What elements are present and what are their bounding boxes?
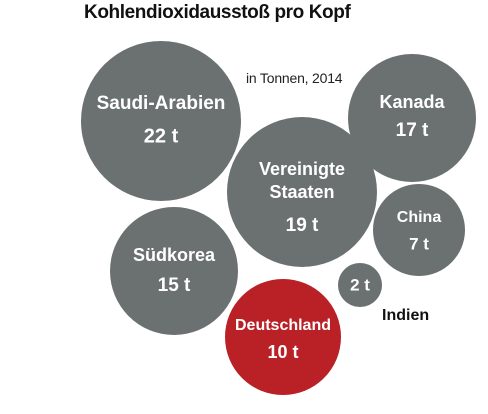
bubble-mark-vereinigte-staaten bbox=[227, 117, 377, 267]
bubble-name-label-china: China bbox=[397, 209, 442, 226]
bubble-china: China 7 t bbox=[373, 184, 465, 276]
bubble-indien: 2 t Indien bbox=[338, 263, 429, 324]
bubble-mark-suedkorea bbox=[110, 207, 238, 335]
bubble-name-label-suedkorea: Südkorea bbox=[133, 245, 216, 265]
bubble-value-label-deutschland: 10 t bbox=[267, 342, 298, 362]
bubble-suedkorea: Südkorea 15 t bbox=[110, 207, 238, 335]
bubble-name-label-kanada: Kanada bbox=[379, 92, 445, 112]
bubble-name-label-indien: Indien bbox=[382, 307, 429, 324]
bubble-mark-saudi-arabien bbox=[81, 41, 241, 201]
bubble-name-label-saudi-arabien: Saudi-Arabien bbox=[97, 93, 226, 114]
bubble-value-label-china: 7 t bbox=[409, 234, 429, 253]
bubble-value-label-indien: 2 t bbox=[350, 275, 370, 294]
bubble-mark-kanada bbox=[348, 54, 476, 182]
bubble-name-label-vereinigte-staaten-1: Vereinigte bbox=[259, 159, 345, 179]
bubble-value-label-kanada: 17 t bbox=[396, 120, 429, 141]
bubble-saudi-arabien: Saudi-Arabien 22 t bbox=[81, 41, 241, 201]
bubble-value-label-vereinigte-staaten: 19 t bbox=[286, 215, 319, 236]
bubble-value-label-suedkorea: 15 t bbox=[158, 275, 191, 296]
bubble-name-label-vereinigte-staaten-2: Staaten bbox=[269, 182, 334, 202]
chart-title: Kohlendioxidausstoß pro Kopf bbox=[84, 2, 351, 23]
bubble-name-label-deutschland: Deutschland bbox=[235, 317, 331, 334]
bubble-mark-deutschland bbox=[225, 279, 341, 395]
chart-subtitle: in Tonnen, 2014 bbox=[246, 70, 343, 86]
bubble-value-label-saudi-arabien: 22 t bbox=[144, 125, 179, 147]
bubble-mark-indien bbox=[338, 263, 382, 307]
bubble-vereinigte-staaten: Vereinigte Staaten 19 t bbox=[227, 117, 377, 267]
bubble-mark-china bbox=[373, 184, 465, 276]
bubble-kanada: Kanada 17 t bbox=[348, 54, 476, 182]
bubble-deutschland: Deutschland 10 t bbox=[225, 279, 341, 395]
